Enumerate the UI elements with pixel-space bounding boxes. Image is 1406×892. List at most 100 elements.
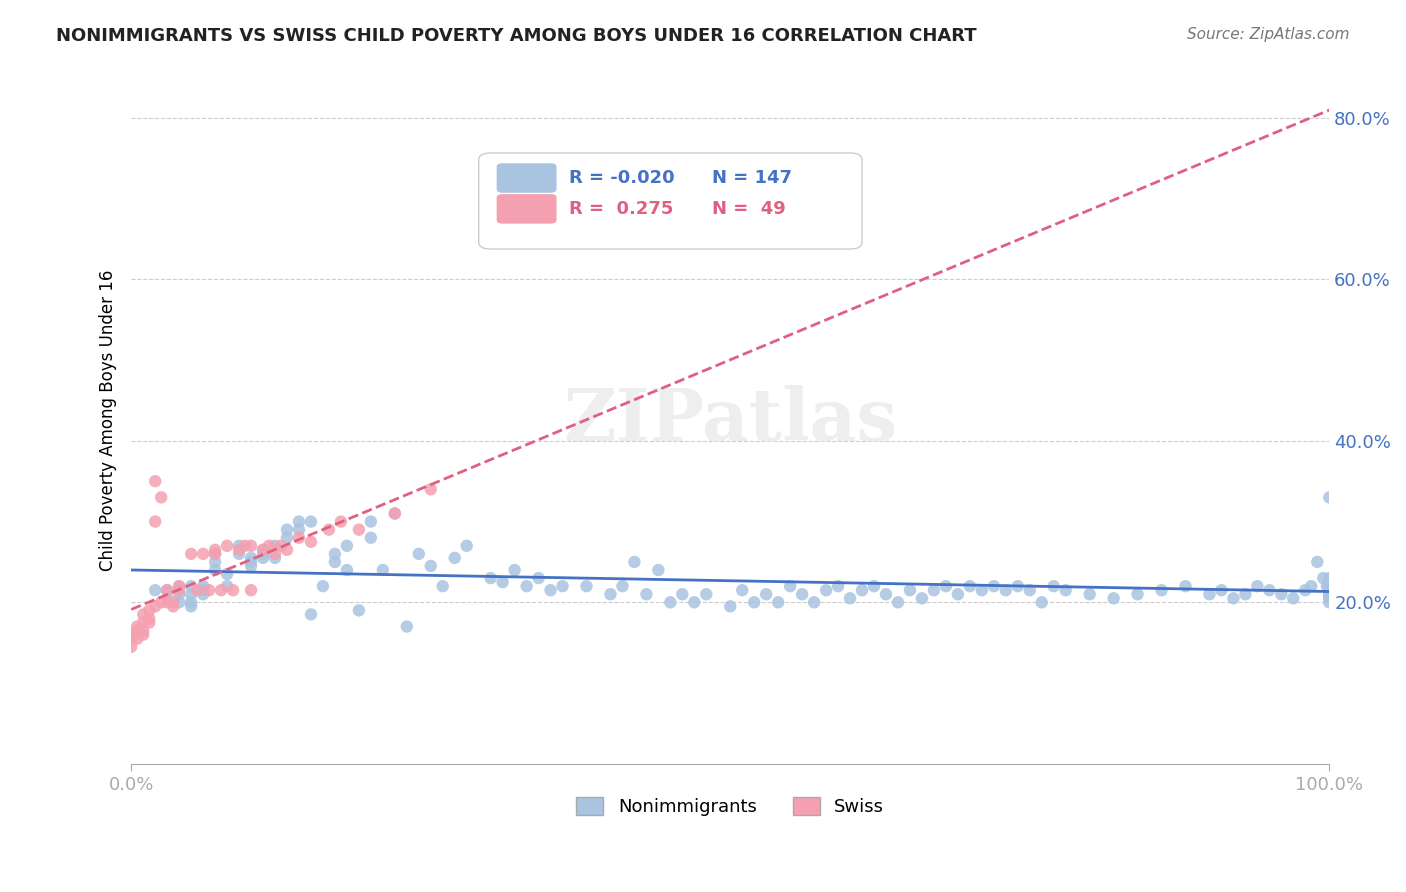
Point [1317,587,1340,601]
Point [851,583,873,598]
Point [1317,571,1340,585]
Point [217,567,239,582]
Point [443,550,465,565]
Point [180,587,202,601]
Point [599,587,621,601]
Point [742,595,765,609]
Point [695,587,717,601]
Point [792,587,814,601]
Text: NONIMMIGRANTS VS SWISS CHILD POVERTY AMONG BOYS UNDER 16 CORRELATION CHART: NONIMMIGRANTS VS SWISS CHILD POVERTY AMO… [56,27,977,45]
Point [946,587,969,601]
Point [143,474,166,488]
Point [240,559,263,574]
Point [240,555,263,569]
Point [1150,583,1173,598]
Point [1054,583,1077,598]
Point [1270,587,1292,601]
Point [1317,491,1340,505]
Point [887,595,910,609]
Point [1317,587,1340,601]
Point [180,599,202,614]
Point [1317,579,1340,593]
Point [120,632,142,646]
Text: ZIPatlas: ZIPatlas [564,385,897,456]
Point [612,579,634,593]
Point [718,599,741,614]
Point [419,483,441,497]
Point [143,515,166,529]
Point [647,563,669,577]
Point [204,547,226,561]
Point [1246,579,1268,593]
Point [1018,583,1040,598]
Point [318,523,340,537]
Point [994,583,1017,598]
Point [347,523,370,537]
Point [1258,583,1281,598]
Point [138,611,160,625]
Point [1031,595,1053,609]
Point [970,583,993,598]
Point [360,531,382,545]
Point [312,579,335,593]
Y-axis label: Child Poverty Among Boys Under 16: Child Poverty Among Boys Under 16 [100,270,117,571]
Point [270,539,292,553]
Point [803,595,825,609]
FancyBboxPatch shape [496,194,557,224]
Point [143,599,166,614]
Point [1126,587,1149,601]
Point [1317,591,1340,606]
Point [240,539,263,553]
Point [252,542,274,557]
Point [217,539,239,553]
Point [1316,579,1339,593]
FancyBboxPatch shape [478,153,862,249]
Point [911,591,934,606]
Point [323,555,346,569]
Point [766,595,789,609]
Point [636,587,658,601]
Point [1317,583,1340,598]
Point [1222,591,1244,606]
Point [323,547,346,561]
Point [150,491,173,505]
Text: R =  0.275: R = 0.275 [568,200,673,219]
Point [288,531,311,545]
Point [683,595,706,609]
Point [1317,583,1340,598]
Point [551,579,574,593]
Point [204,563,226,577]
Point [659,595,682,609]
Point [162,595,184,609]
Point [815,583,838,598]
Point [1301,579,1323,593]
Point [1234,587,1257,601]
Point [347,603,370,617]
Point [1317,583,1340,598]
Point [120,640,142,654]
Point [180,547,202,561]
Point [1102,591,1125,606]
Point [132,627,155,641]
Point [1317,583,1340,598]
Point [983,579,1005,593]
Point [222,583,245,598]
Point [156,583,179,598]
Point [1317,579,1340,593]
Point [1317,579,1340,593]
Point [408,547,430,561]
Point [191,583,214,598]
Point [755,587,778,601]
Point [276,523,298,537]
Point [863,579,886,593]
Point [204,542,226,557]
Point [264,550,287,565]
Point [516,579,538,593]
Point [731,583,754,598]
Point [1282,591,1305,606]
Point [167,579,190,593]
Point [432,579,454,593]
FancyBboxPatch shape [496,163,557,193]
Point [1317,587,1340,601]
Point [491,575,513,590]
